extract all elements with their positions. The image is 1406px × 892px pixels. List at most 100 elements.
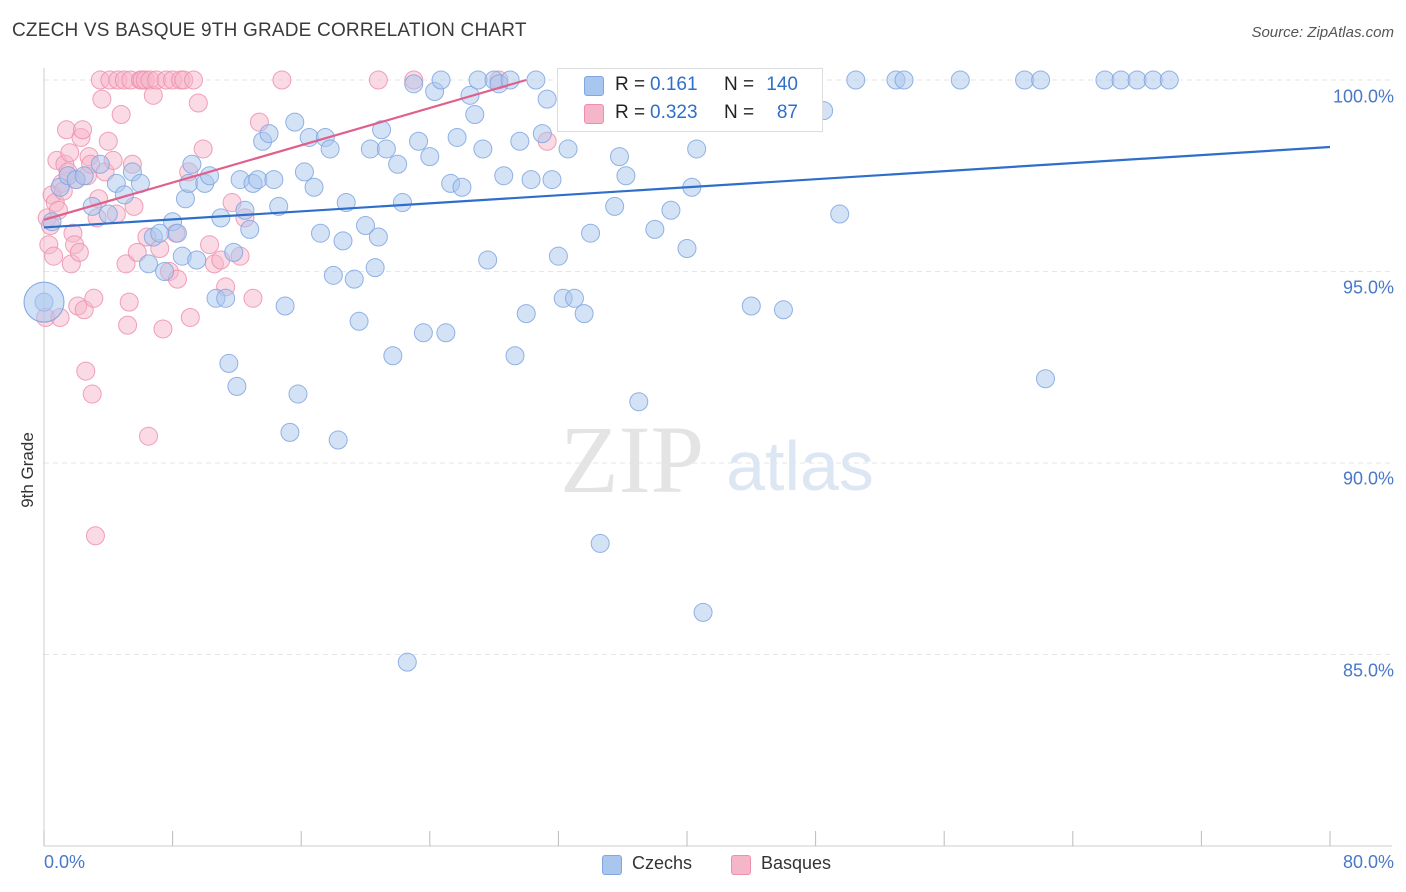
czechs-point bbox=[473, 139, 493, 159]
czechs-point bbox=[478, 250, 498, 270]
watermark: ZIP atlas bbox=[560, 406, 874, 513]
x-tick-label-max: 80.0% bbox=[1342, 852, 1394, 872]
czechs-point bbox=[846, 70, 866, 90]
czechs-point bbox=[468, 70, 488, 90]
czechs-point bbox=[285, 112, 305, 132]
basques-point bbox=[82, 384, 102, 404]
czechs-point bbox=[1111, 70, 1131, 90]
czechs-point bbox=[431, 70, 451, 90]
czechs-point bbox=[830, 204, 850, 224]
basques-point bbox=[60, 143, 80, 163]
basques-legend-swatch bbox=[731, 855, 751, 875]
czechs-point bbox=[436, 323, 456, 343]
czechs-point bbox=[275, 296, 295, 316]
legend-row-basques: R = 0.323 N = 87 bbox=[558, 100, 822, 128]
czechs-point bbox=[661, 200, 681, 220]
czechs-point bbox=[304, 177, 324, 197]
czechs-point bbox=[368, 227, 388, 247]
czechs-point bbox=[404, 74, 424, 94]
czechs-point bbox=[328, 430, 348, 450]
czechs-point bbox=[310, 223, 330, 243]
basques-n-label: N = bbox=[724, 102, 755, 123]
basques-point bbox=[119, 292, 139, 312]
czechs-point bbox=[240, 219, 260, 239]
basques-point bbox=[98, 131, 118, 151]
basques-point bbox=[76, 361, 96, 381]
czechs-point bbox=[264, 170, 284, 190]
czechs-point bbox=[574, 304, 594, 324]
y-tick-label-100: 100.0% bbox=[1332, 86, 1394, 107]
watermark-zip: ZIP bbox=[560, 406, 704, 513]
czechs-point bbox=[629, 392, 649, 412]
czechs-swatch bbox=[584, 76, 604, 96]
czechs-point bbox=[452, 177, 472, 197]
basques-point bbox=[243, 288, 263, 308]
czechs-legend-label: Czechs bbox=[632, 853, 693, 873]
basques-r-label: R = bbox=[615, 102, 646, 123]
basques-swatch bbox=[584, 104, 604, 124]
czechs-point bbox=[894, 70, 914, 90]
czechs-point bbox=[1143, 70, 1163, 90]
gridlines bbox=[44, 79, 1392, 655]
basques-point bbox=[153, 319, 173, 339]
basques-point bbox=[116, 254, 136, 274]
czechs-point bbox=[581, 223, 601, 243]
basques-point bbox=[127, 242, 147, 262]
czechs-trendline bbox=[43, 145, 1331, 229]
czechs-legend-swatch bbox=[602, 855, 622, 875]
czechs-point bbox=[505, 346, 525, 366]
basques-point bbox=[73, 120, 93, 140]
trendlines bbox=[43, 78, 1331, 229]
basques-point bbox=[92, 89, 112, 109]
czechs-point bbox=[409, 131, 429, 151]
czechs-point bbox=[336, 193, 356, 213]
basques-point bbox=[84, 288, 104, 308]
czechs-point bbox=[564, 288, 584, 308]
czechs-point bbox=[537, 89, 557, 109]
czechs-point bbox=[288, 384, 308, 404]
czechs-point bbox=[224, 242, 244, 262]
czechs-point bbox=[280, 422, 300, 442]
czechs-point bbox=[465, 104, 485, 124]
basques-point bbox=[69, 242, 89, 262]
czechs-point bbox=[645, 219, 665, 239]
czechs-point-large bbox=[23, 281, 65, 323]
czechs-point bbox=[90, 154, 110, 174]
czechs-point bbox=[138, 254, 158, 274]
source-label: Source: ZipAtlas.com bbox=[1251, 24, 1394, 41]
watermark-atlas: atlas bbox=[726, 427, 874, 505]
czechs-point bbox=[1031, 70, 1051, 90]
czechs-point bbox=[175, 189, 195, 209]
basques-point bbox=[143, 85, 163, 105]
czechs-point bbox=[494, 166, 514, 186]
czechs-point bbox=[344, 269, 364, 289]
legend-row-czechs: R = 0.161 N = 140 bbox=[558, 72, 822, 100]
czechs-point bbox=[98, 204, 118, 224]
czechs-series bbox=[23, 70, 1179, 672]
czechs-point bbox=[420, 147, 440, 167]
czechs-point bbox=[397, 652, 417, 672]
basques-point bbox=[138, 426, 158, 446]
czechs-point bbox=[548, 246, 568, 266]
czechs-point bbox=[687, 139, 707, 159]
czechs-point bbox=[167, 223, 187, 243]
czechs-point bbox=[526, 70, 546, 90]
basques-point bbox=[180, 307, 200, 327]
czechs-point bbox=[323, 265, 343, 285]
czechs-point bbox=[677, 239, 697, 259]
czechs-point bbox=[74, 166, 94, 186]
czechs-point bbox=[1015, 70, 1035, 90]
czechs-point bbox=[182, 154, 202, 174]
czechs-point bbox=[388, 154, 408, 174]
basques-point bbox=[188, 93, 208, 113]
czechs-point bbox=[235, 200, 255, 220]
czechs-point bbox=[219, 353, 239, 373]
czechs-point bbox=[392, 193, 412, 213]
czechs-point bbox=[605, 196, 625, 216]
czechs-point bbox=[609, 147, 629, 167]
czechs-point bbox=[1127, 70, 1147, 90]
czechs-point bbox=[741, 296, 761, 316]
czechs-point bbox=[269, 196, 289, 216]
basques-point bbox=[111, 104, 131, 124]
czechs-point bbox=[693, 602, 713, 622]
